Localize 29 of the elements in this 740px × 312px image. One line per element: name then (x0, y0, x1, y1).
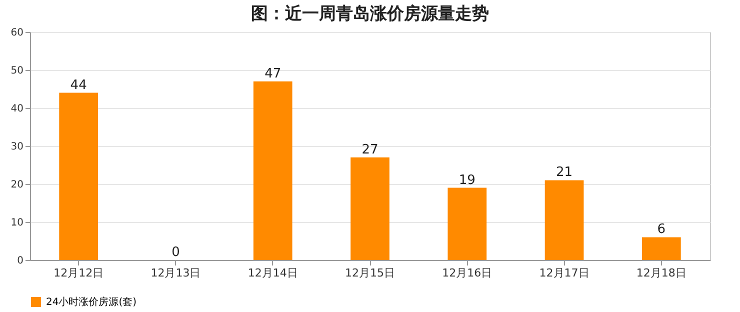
data-label: 6 (657, 222, 666, 238)
data-label: 27 (362, 142, 378, 158)
bar (59, 92, 98, 260)
data-label: 44 (70, 78, 87, 93)
y-tick-label: 10 (10, 218, 24, 228)
data-label: 0 (172, 245, 180, 260)
chart-title: 图：近一周青岛涨价房源量走势 (251, 4, 489, 24)
x-tick-label: 12月12日 (54, 266, 104, 280)
legend-label: 24小时涨价房源(套) (46, 296, 137, 308)
bar (642, 237, 681, 260)
x-tick-label: 12月16日 (442, 266, 492, 280)
x-tick-label: 12月14日 (248, 266, 298, 280)
bar (544, 180, 584, 260)
x-tick-label: 12月13日 (150, 266, 201, 280)
y-tick-label: 40 (10, 104, 24, 114)
y-tick-label: 60 (10, 28, 24, 38)
x-tick-label: 12月17日 (539, 266, 590, 280)
y-tick-label: 50 (10, 66, 24, 76)
bar (448, 188, 487, 260)
data-label: 19 (458, 172, 476, 188)
data-label: 47 (264, 66, 282, 82)
bar (350, 157, 390, 260)
y-tick-label: 0 (17, 256, 24, 266)
y-tick-label: 30 (10, 142, 24, 152)
data-label: 21 (556, 165, 573, 180)
y-tick-label: 20 (10, 180, 24, 190)
bar (253, 81, 292, 260)
x-tick-label: 12月15日 (345, 266, 395, 280)
x-tick-label: 12月18日 (636, 266, 686, 280)
